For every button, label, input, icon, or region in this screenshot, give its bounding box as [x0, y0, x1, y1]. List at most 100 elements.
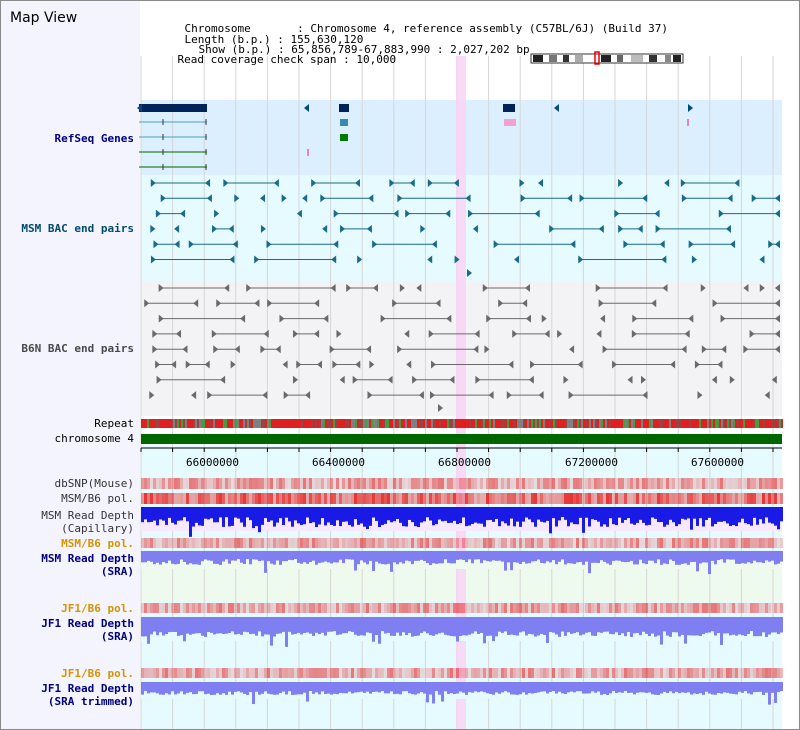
heat-cell: [489, 493, 492, 504]
heat-cell: [234, 478, 237, 489]
repeat-bar: [451, 419, 453, 428]
depth-bar: [408, 507, 411, 520]
depth-bar: [384, 507, 387, 524]
depth-bar: [555, 682, 558, 694]
heat-cell: [312, 603, 315, 613]
depth-bar: [765, 551, 768, 561]
bac-end: [567, 194, 573, 203]
depth-bar: [582, 551, 585, 565]
heat-cell: [537, 478, 540, 489]
heat-cell: [345, 603, 348, 613]
repeat-bar: [241, 419, 243, 428]
heat-cell: [528, 478, 531, 489]
depth-bar: [684, 551, 687, 564]
bac-end: [260, 194, 266, 203]
bac-end: [641, 375, 647, 384]
repeat-bar: [691, 419, 693, 428]
depth-bar: [426, 682, 429, 703]
repeat-bar: [533, 419, 535, 428]
depth-bar: [573, 682, 576, 693]
heat-cell: [753, 493, 756, 504]
heat-cell: [393, 538, 396, 548]
depth-bar: [363, 507, 366, 527]
repeat-bar: [551, 419, 553, 428]
bac-end: [712, 299, 718, 308]
heat-cell: [582, 603, 585, 613]
heat-cell: [321, 603, 324, 613]
bac-end: [399, 284, 405, 292]
heat-cell: [552, 478, 555, 489]
repeat-bar: [721, 419, 723, 428]
heat-cell: [678, 493, 681, 504]
heat-cell: [495, 538, 498, 548]
heat-cell: [258, 538, 261, 548]
heat-cell: [708, 538, 711, 548]
heat-cell: [402, 668, 405, 678]
ideogram-band: [563, 55, 569, 62]
repeat-bar: [143, 419, 145, 428]
heat-cell: [741, 538, 744, 548]
repeat-bar: [279, 419, 281, 428]
repeat-bar: [305, 419, 307, 428]
heat-cell: [720, 493, 723, 504]
depth-bar: [471, 617, 474, 634]
heat-cell: [219, 603, 222, 613]
depth-bar: [228, 617, 231, 633]
depth-bar: [219, 507, 222, 518]
heat-cell: [624, 478, 627, 489]
heat-cell: [450, 538, 453, 548]
depth-bar: [462, 507, 465, 518]
heat-cell: [525, 538, 528, 548]
repeat-bar: [541, 419, 543, 428]
bac-end: [525, 314, 531, 323]
heat-cell: [741, 668, 744, 678]
heat-cell: [351, 668, 354, 678]
heat-cell: [333, 478, 336, 489]
depth-bar: [666, 551, 669, 565]
depth-bar: [576, 617, 579, 633]
heat-cell: [384, 603, 387, 613]
heat-cell: [327, 538, 330, 548]
bac-end: [393, 209, 399, 218]
heat-cell: [411, 538, 414, 548]
repeat-bar: [175, 419, 177, 428]
depth-bar: [615, 507, 618, 526]
ideogram-band: [673, 55, 681, 62]
heat-cell: [348, 493, 351, 504]
heat-cell: [663, 478, 666, 489]
heat-cell: [360, 478, 363, 489]
heat-cell: [291, 538, 294, 548]
gene-block: [340, 119, 348, 126]
depth-bar: [687, 617, 690, 636]
repeat-bar: [625, 419, 627, 428]
depth-bar: [198, 551, 201, 565]
repeat-bar: [145, 419, 147, 428]
bac-end: [416, 284, 422, 292]
depth-bar: [408, 617, 411, 634]
repeat-bar: [757, 419, 759, 428]
heat-cell: [630, 603, 633, 613]
depth-bar: [486, 507, 489, 521]
heat-cell: [621, 478, 624, 489]
heat-cell: [267, 478, 270, 489]
heat-cell: [615, 538, 618, 548]
heat-cell: [318, 603, 321, 613]
depth-bar: [591, 617, 594, 636]
heat-cell: [300, 668, 303, 678]
bac-end: [193, 299, 199, 308]
depth-bar: [180, 551, 183, 560]
repeat-bar: [745, 419, 747, 428]
axis-tick-label: 67200000: [565, 456, 618, 469]
heat-cell: [249, 493, 252, 504]
heat-cell: [561, 668, 564, 678]
page-title: Map View: [10, 10, 78, 26]
heat-cell: [279, 538, 282, 548]
heat-cell: [201, 478, 204, 489]
repeat-bar: [341, 419, 343, 428]
heat-cell: [276, 668, 279, 678]
heat-cell: [414, 668, 417, 678]
heat-cell: [525, 603, 528, 613]
depth-bar: [351, 551, 354, 560]
heat-cell: [225, 603, 228, 613]
